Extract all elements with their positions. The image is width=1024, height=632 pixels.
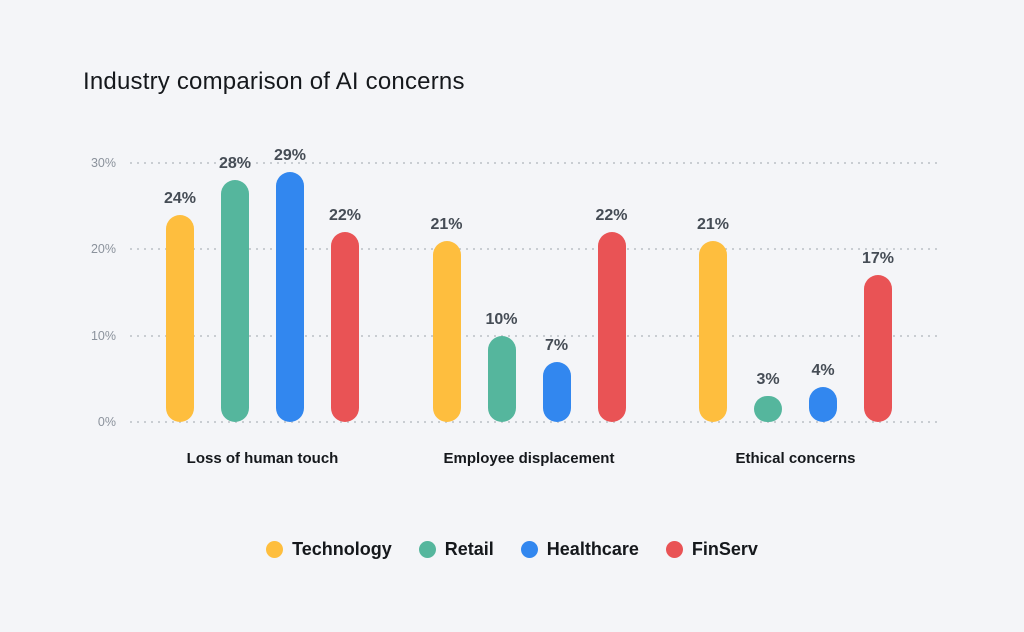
bar-finserv-ethical-concerns bbox=[864, 275, 892, 422]
legend-label-technology: Technology bbox=[292, 539, 392, 559]
legend-item-technology: Technology bbox=[266, 539, 392, 560]
value-label-healthcare-ethical-concerns: 4% bbox=[811, 362, 835, 380]
gridline-0 bbox=[130, 421, 940, 423]
plot-area: 30% 20% 10% 0% 24% 28% 29% 22% Loss of human tou… bbox=[91, 147, 940, 467]
gridline-30 bbox=[130, 162, 940, 164]
value-label-healthcare-loss-of-human-touch: 29% bbox=[273, 146, 307, 164]
category-label-loss-of-human-touch: Loss of human touch bbox=[186, 450, 339, 467]
value-label-retail-employee-displacement: 10% bbox=[485, 310, 518, 328]
y-axis-tick-label: 0% bbox=[97, 415, 116, 429]
value-label-finserv-ethical-concerns: 17% bbox=[861, 250, 895, 268]
bar-retail-employee-displacement bbox=[487, 335, 516, 422]
category-label-employee-displacement: Employee displacement bbox=[443, 450, 615, 467]
chart-title: Industry comparison of AI concerns bbox=[83, 68, 465, 95]
value-label-retail-ethical-concerns: 3% bbox=[756, 371, 780, 389]
bar-healthcare-ethical-concerns bbox=[809, 387, 837, 422]
bar-retail-ethical-concerns bbox=[754, 396, 782, 422]
bar-technology-employee-displacement bbox=[432, 240, 461, 422]
gridline-10 bbox=[130, 334, 940, 337]
legend-dot-retail bbox=[418, 541, 436, 558]
value-label-finserv-employee-displacement: 22% bbox=[595, 207, 628, 225]
legend-label-retail: Retail bbox=[444, 539, 494, 559]
bar-finserv-employee-displacement bbox=[597, 232, 626, 422]
value-label-technology-employee-displacement: 21% bbox=[430, 215, 463, 233]
legend-item-healthcare: Healthcare bbox=[520, 539, 639, 560]
category-label-ethical-concerns: Ethical concerns bbox=[735, 450, 856, 467]
legend-dot-healthcare bbox=[520, 541, 538, 558]
legend-label-healthcare: Healthcare bbox=[546, 539, 639, 559]
value-label-healthcare-employee-displacement: 7% bbox=[544, 336, 569, 354]
legend-label-finserv: FinServ bbox=[691, 539, 758, 559]
bar-retail-loss-of-human-touch bbox=[221, 180, 249, 422]
value-label-technology-loss-of-human-touch: 24% bbox=[163, 189, 197, 207]
legend-dot-finserv bbox=[665, 541, 683, 558]
bar-technology-ethical-concerns bbox=[699, 240, 727, 422]
y-axis-tick-label: 20% bbox=[90, 242, 116, 257]
legend-dot-technology bbox=[266, 541, 284, 558]
bar-finserv-loss-of-human-touch bbox=[331, 232, 359, 422]
legend-item-retail: Retail bbox=[418, 539, 494, 560]
value-label-retail-loss-of-human-touch: 28% bbox=[218, 155, 252, 173]
value-label-technology-ethical-concerns: 21% bbox=[696, 215, 730, 233]
bar-technology-loss-of-human-touch bbox=[166, 214, 194, 422]
legend: Technology Retail Healthcare FinServ bbox=[0, 539, 1024, 560]
bar-healthcare-loss-of-human-touch bbox=[276, 171, 304, 422]
y-axis-tick-label: 30% bbox=[90, 156, 116, 170]
legend-item-finserv: FinServ bbox=[665, 539, 758, 560]
y-axis-tick-label: 10% bbox=[90, 328, 116, 343]
value-label-finserv-loss-of-human-touch: 22% bbox=[328, 207, 362, 225]
gridline-20 bbox=[130, 248, 940, 251]
bar-healthcare-employee-displacement bbox=[542, 361, 571, 422]
